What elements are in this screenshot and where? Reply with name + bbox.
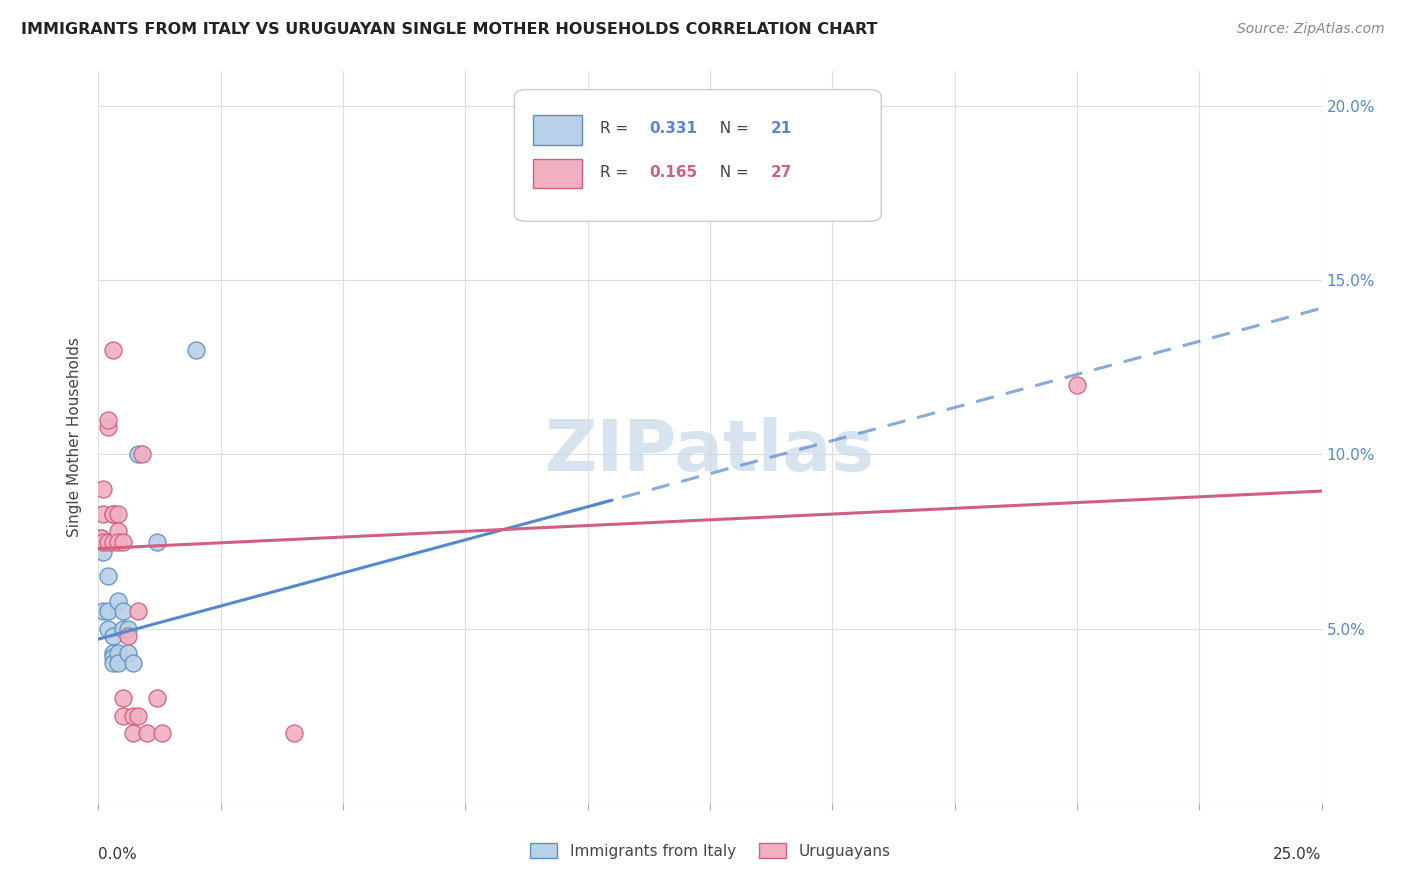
Point <box>111 534 134 549</box>
Text: 21: 21 <box>772 121 793 136</box>
Text: ZIPatlas: ZIPatlas <box>546 417 875 486</box>
Text: R =: R = <box>600 121 633 136</box>
Text: 0.0%: 0.0% <box>98 847 138 862</box>
Point <box>186 343 208 357</box>
Text: 27: 27 <box>772 165 793 180</box>
Point <box>97 412 120 426</box>
Text: Source: ZipAtlas.com: Source: ZipAtlas.com <box>1237 22 1385 37</box>
Point <box>107 507 129 521</box>
Text: 25.0%: 25.0% <box>1274 847 1322 862</box>
Point <box>117 629 139 643</box>
Point <box>90 531 112 545</box>
Point <box>91 604 114 618</box>
Text: N =: N = <box>710 121 754 136</box>
Point <box>101 649 124 664</box>
Point <box>121 726 143 740</box>
Point <box>91 534 114 549</box>
Point <box>127 604 149 618</box>
Point <box>111 622 134 636</box>
Point <box>97 622 120 636</box>
Point <box>101 657 124 671</box>
Point <box>101 507 124 521</box>
Point <box>146 691 169 706</box>
Point <box>97 569 120 583</box>
Point <box>91 483 114 497</box>
Point <box>101 646 124 660</box>
Point <box>117 622 139 636</box>
Point <box>107 524 129 538</box>
Point <box>111 708 134 723</box>
Point <box>131 448 153 462</box>
Point <box>107 646 129 660</box>
Point <box>90 531 112 545</box>
Point <box>111 604 134 618</box>
Point <box>101 343 124 357</box>
Point <box>101 507 124 521</box>
Point <box>121 657 143 671</box>
Point <box>91 507 114 521</box>
Point <box>127 448 149 462</box>
Point <box>127 708 149 723</box>
Text: 0.165: 0.165 <box>648 165 697 180</box>
FancyBboxPatch shape <box>515 90 882 221</box>
Y-axis label: Single Mother Households: Single Mother Households <box>67 337 83 537</box>
Point <box>97 534 120 549</box>
Text: R =: R = <box>600 165 633 180</box>
Text: IMMIGRANTS FROM ITALY VS URUGUAYAN SINGLE MOTHER HOUSEHOLDS CORRELATION CHART: IMMIGRANTS FROM ITALY VS URUGUAYAN SINGL… <box>21 22 877 37</box>
Point <box>117 646 139 660</box>
Point <box>101 629 124 643</box>
Point <box>107 594 129 608</box>
Point <box>283 726 305 740</box>
Point <box>111 691 134 706</box>
Bar <box>533 115 582 145</box>
Point <box>101 534 124 549</box>
Point <box>91 545 114 559</box>
Text: 0.331: 0.331 <box>648 121 697 136</box>
Point <box>107 657 129 671</box>
Point <box>97 604 120 618</box>
Point <box>136 726 159 740</box>
Point <box>121 708 143 723</box>
Point <box>146 534 169 549</box>
Point <box>150 726 173 740</box>
Legend: Immigrants from Italy, Uruguayans: Immigrants from Italy, Uruguayans <box>523 837 897 864</box>
Point <box>107 534 129 549</box>
Text: N =: N = <box>710 165 754 180</box>
Point <box>1066 377 1088 392</box>
Point <box>97 419 120 434</box>
Bar <box>533 159 582 188</box>
